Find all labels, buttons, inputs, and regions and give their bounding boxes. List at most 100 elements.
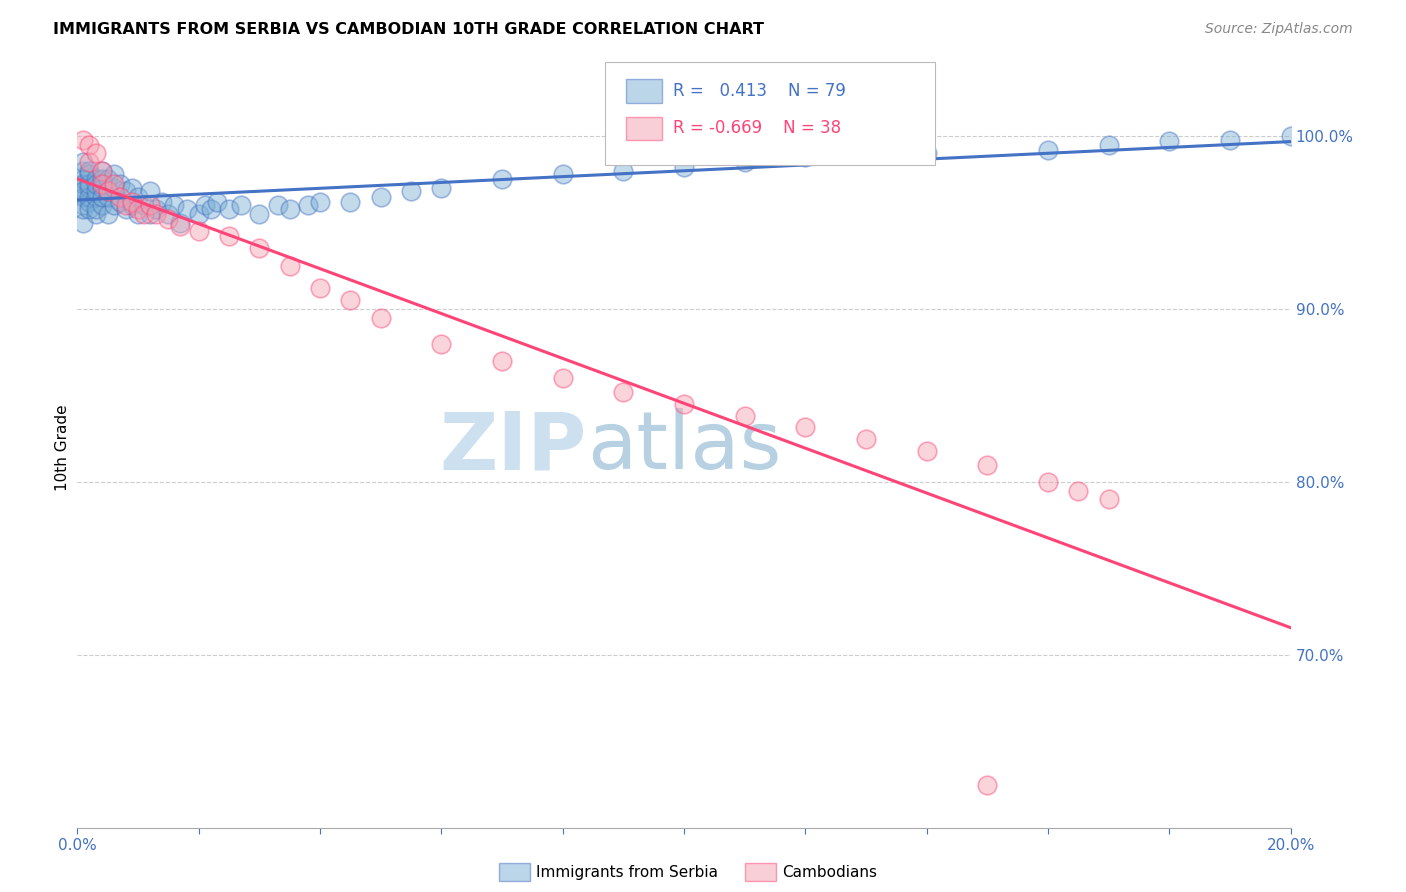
- Point: [72, 163, 94, 178]
- Text: Source: ZipAtlas.com: Source: ZipAtlas.com: [1205, 22, 1353, 37]
- Point: [1067, 483, 1090, 498]
- Point: [1219, 132, 1241, 146]
- Point: [72, 185, 94, 199]
- Point: [1098, 492, 1121, 507]
- Point: [169, 215, 191, 229]
- Point: [127, 189, 149, 203]
- Point: [673, 160, 696, 174]
- Point: [218, 202, 240, 216]
- Point: [72, 178, 94, 192]
- Point: [266, 198, 288, 212]
- Point: [278, 259, 301, 273]
- Point: [72, 202, 94, 216]
- Point: [169, 219, 191, 233]
- Point: [90, 198, 112, 212]
- Point: [218, 229, 240, 244]
- Point: [370, 310, 392, 325]
- Point: [84, 178, 107, 192]
- Point: [84, 185, 107, 199]
- Point: [247, 242, 270, 256]
- Text: Immigrants from Serbia: Immigrants from Serbia: [536, 865, 717, 880]
- Point: [79, 137, 101, 152]
- Point: [79, 163, 101, 178]
- Text: ZIP: ZIP: [440, 409, 586, 486]
- Point: [612, 384, 634, 399]
- Point: [103, 181, 125, 195]
- Point: [734, 409, 756, 424]
- Point: [84, 189, 107, 203]
- Point: [72, 132, 94, 146]
- Point: [108, 189, 131, 203]
- Point: [84, 146, 107, 161]
- Point: [132, 198, 155, 212]
- Point: [278, 202, 301, 216]
- Point: [108, 178, 131, 192]
- Point: [339, 194, 361, 209]
- Point: [90, 163, 112, 178]
- Point: [139, 185, 162, 199]
- Point: [157, 207, 180, 221]
- Text: R = -0.669    N = 38: R = -0.669 N = 38: [673, 120, 842, 137]
- Point: [139, 198, 162, 212]
- Point: [915, 146, 938, 161]
- Point: [200, 202, 222, 216]
- Point: [247, 207, 270, 221]
- Point: [72, 155, 94, 169]
- Point: [145, 202, 167, 216]
- Point: [339, 293, 361, 308]
- Point: [103, 178, 125, 192]
- Point: [139, 207, 162, 221]
- Point: [79, 194, 101, 209]
- Point: [1036, 143, 1059, 157]
- Point: [1279, 129, 1302, 144]
- Point: [734, 155, 756, 169]
- Text: IMMIGRANTS FROM SERBIA VS CAMBODIAN 10TH GRADE CORRELATION CHART: IMMIGRANTS FROM SERBIA VS CAMBODIAN 10TH…: [53, 22, 765, 37]
- Point: [90, 163, 112, 178]
- Point: [97, 185, 120, 199]
- Point: [121, 194, 143, 209]
- Point: [84, 202, 107, 216]
- Y-axis label: 10th Grade: 10th Grade: [55, 404, 70, 491]
- Point: [915, 443, 938, 458]
- Point: [97, 207, 120, 221]
- Point: [176, 202, 198, 216]
- Point: [115, 202, 138, 216]
- Point: [163, 198, 186, 212]
- Point: [430, 181, 453, 195]
- Point: [90, 189, 112, 203]
- Point: [97, 189, 120, 203]
- Point: [309, 194, 332, 209]
- Point: [121, 181, 143, 195]
- Point: [1036, 475, 1059, 489]
- Point: [79, 167, 101, 181]
- Point: [90, 172, 112, 186]
- Point: [132, 207, 155, 221]
- Point: [72, 215, 94, 229]
- Point: [309, 281, 332, 295]
- Point: [612, 163, 634, 178]
- Text: R =   0.413    N = 79: R = 0.413 N = 79: [673, 82, 846, 100]
- Point: [103, 167, 125, 181]
- Point: [145, 207, 167, 221]
- Point: [108, 194, 131, 209]
- Point: [72, 189, 94, 203]
- Point: [84, 172, 107, 186]
- Point: [491, 172, 513, 186]
- Point: [1098, 137, 1121, 152]
- Point: [79, 189, 101, 203]
- Point: [97, 172, 120, 186]
- Point: [79, 178, 101, 192]
- Point: [115, 185, 138, 199]
- Point: [430, 336, 453, 351]
- Point: [551, 167, 574, 181]
- Point: [187, 224, 209, 238]
- Point: [157, 212, 180, 227]
- Text: Cambodians: Cambodians: [782, 865, 877, 880]
- Point: [150, 194, 173, 209]
- Point: [551, 371, 574, 385]
- Point: [72, 181, 94, 195]
- Point: [231, 198, 253, 212]
- Point: [84, 207, 107, 221]
- Point: [127, 202, 149, 216]
- Point: [90, 181, 112, 195]
